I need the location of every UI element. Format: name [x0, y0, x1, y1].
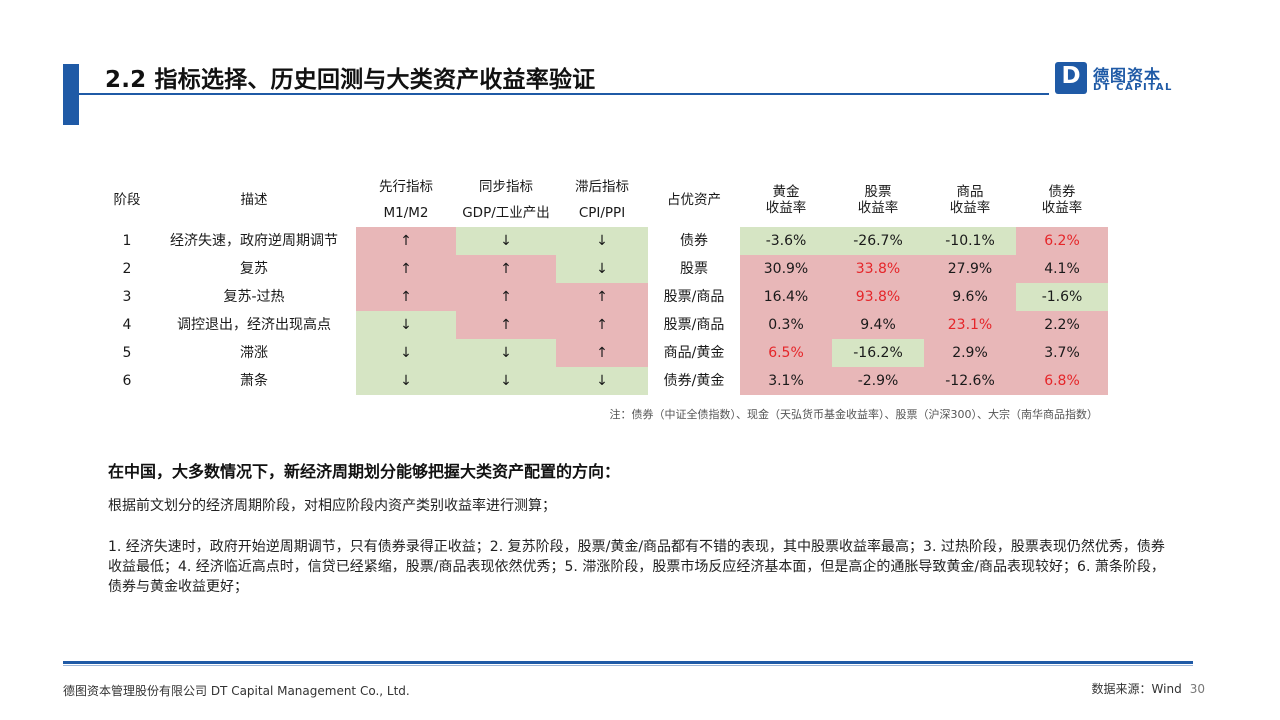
- table-cell-bond: 3.7%: [1016, 339, 1108, 367]
- table-cell-stage: 3: [122, 289, 132, 305]
- table-cell-m1: ↓: [356, 339, 456, 367]
- table-cell-desc: 经济失速，政府逆周期调节: [170, 233, 338, 249]
- table-cell-cpi: ↑: [556, 311, 648, 339]
- table-cell-bond: 6.2%: [1016, 227, 1108, 255]
- table-cell-stage: 4: [122, 317, 132, 333]
- table-cell-dominant: 股票/商品: [663, 317, 725, 333]
- table-cell-commodity: 9.6%: [924, 283, 1016, 311]
- table-cell-gold: 0.3%: [740, 311, 832, 339]
- header-description: 描述: [240, 192, 268, 208]
- table-cell-dominant: 债券/黄金: [663, 373, 725, 389]
- data-source: 数据来源：Wind: [1091, 682, 1182, 696]
- table-cell-bond: 2.2%: [1016, 311, 1108, 339]
- table-note: 注：债券（中证全债指数）、现金（天弘货币基金收益率）、股票（沪深300）、大宗（…: [609, 408, 1099, 421]
- table-cell-commodity: 27.9%: [924, 255, 1016, 283]
- table-cell-bond: -1.6%: [1016, 283, 1108, 311]
- table-cell-dominant: 股票: [680, 261, 708, 277]
- table-cell-commodity: 2.9%: [924, 339, 1016, 367]
- footer-company: 德图资本管理股份有限公司 DT Capital Management Co., …: [63, 684, 410, 698]
- table-cell-gold: 6.5%: [740, 339, 832, 367]
- header-stage: 阶段: [113, 192, 141, 208]
- table-cell-desc: 复苏-过热: [223, 289, 285, 305]
- table-cell-bond: 4.1%: [1016, 255, 1108, 283]
- table-cell-stage: 2: [122, 261, 132, 277]
- stage-analysis-paragraph: 1. 经济失速时，政府开始逆周期调节，只有债券录得正收益；2. 复苏阶段，股票/…: [108, 539, 1165, 595]
- table-cell-m1: ↑: [356, 255, 456, 283]
- table-cell-gdp: ↑: [456, 283, 556, 311]
- table-cell-dominant: 股票/商品: [663, 289, 725, 305]
- table-cell-stage: 6: [122, 373, 132, 389]
- title-underline: [79, 93, 1049, 95]
- table-cell-gold: 3.1%: [740, 367, 832, 395]
- summary-heading: 在中国，大多数情况下，新经济周期划分能够把握大类资产配置的方向：: [108, 462, 621, 481]
- title-accent-bar: [63, 64, 79, 125]
- table-cell-stock: -16.2%: [832, 339, 924, 367]
- footer-source: 数据来源：Wind 30: [1092, 680, 1205, 697]
- table-cell-stock: 9.4%: [832, 311, 924, 339]
- table-cell-stock: -26.7%: [832, 227, 924, 255]
- footer-divider: [63, 661, 1193, 664]
- logo-chinese-name: 德图资本: [1093, 66, 1162, 85]
- table-cell-gdp: ↓: [456, 227, 556, 255]
- table-cell-gdp: ↓: [456, 339, 556, 367]
- table-cell-cpi: ↑: [556, 339, 648, 367]
- header-coincident-indicator: 同步指标: [479, 179, 533, 195]
- table-cell-gdp: ↑: [456, 255, 556, 283]
- header-lagging-indicator: 滞后指标: [575, 179, 629, 195]
- table-cell-gdp: ↓: [456, 367, 556, 395]
- table-cell-desc: 调控退出，经济出现高点: [177, 317, 331, 333]
- footer-divider-thin: [63, 665, 1193, 666]
- logo-mark-icon: D: [1055, 62, 1087, 94]
- table-cell-cpi: ↑: [556, 283, 648, 311]
- method-paragraph: 根据前文划分的经济周期阶段，对相应阶段内资产类别收益率进行测算；: [108, 498, 556, 514]
- header-bond-return: 债券 收益率: [1041, 184, 1083, 216]
- company-logo: D 德图资本 DT CAPITAL: [1055, 62, 1185, 96]
- header-leading-indicator: 先行指标: [379, 179, 433, 195]
- table-cell-desc: 滞涨: [240, 345, 268, 361]
- table-cell-m1: ↓: [356, 367, 456, 395]
- header-coincident-metric: GDP/工业产出: [462, 205, 550, 221]
- table-cell-desc: 萧条: [240, 373, 268, 389]
- logo-english-name: DT CAPITAL: [1093, 82, 1173, 93]
- table-cell-bond: 6.8%: [1016, 367, 1108, 395]
- table-cell-cpi: ↓: [556, 255, 648, 283]
- table-cell-stage: 1: [122, 233, 132, 249]
- table-cell-desc: 复苏: [240, 261, 268, 277]
- table-cell-gold: -3.6%: [740, 227, 832, 255]
- table-cell-stock: -2.9%: [832, 367, 924, 395]
- table-cell-commodity: 23.1%: [924, 311, 1016, 339]
- table-cell-m1: ↓: [356, 311, 456, 339]
- header-stock-return: 股票 收益率: [857, 184, 899, 216]
- table-cell-dominant: 商品/黄金: [663, 345, 725, 361]
- table-cell-stock: 93.8%: [832, 283, 924, 311]
- table-cell-m1: ↑: [356, 283, 456, 311]
- page-title: 2.2 指标选择、历史回测与大类资产收益率验证: [105, 67, 596, 93]
- table-cell-gold: 30.9%: [740, 255, 832, 283]
- header-commodity-return: 商品 收益率: [949, 184, 991, 216]
- table-cell-stage: 5: [122, 345, 132, 361]
- page-number: 30: [1189, 682, 1205, 696]
- table-cell-gdp: ↑: [456, 311, 556, 339]
- table-cell-dominant: 债券: [680, 233, 708, 249]
- header-dominant-asset: 占优资产: [667, 192, 721, 208]
- header-gold-return: 黄金 收益率: [765, 184, 807, 216]
- table-cell-cpi: ↓: [556, 367, 648, 395]
- table-cell-stock: 33.8%: [832, 255, 924, 283]
- table-cell-commodity: -12.6%: [924, 367, 1016, 395]
- table-cell-cpi: ↓: [556, 227, 648, 255]
- table-cell-commodity: -10.1%: [924, 227, 1016, 255]
- header-lagging-metric: CPI/PPI: [578, 205, 626, 221]
- header-leading-metric: M1/M2: [383, 205, 429, 221]
- table-cell-m1: ↑: [356, 227, 456, 255]
- table-cell-gold: 16.4%: [740, 283, 832, 311]
